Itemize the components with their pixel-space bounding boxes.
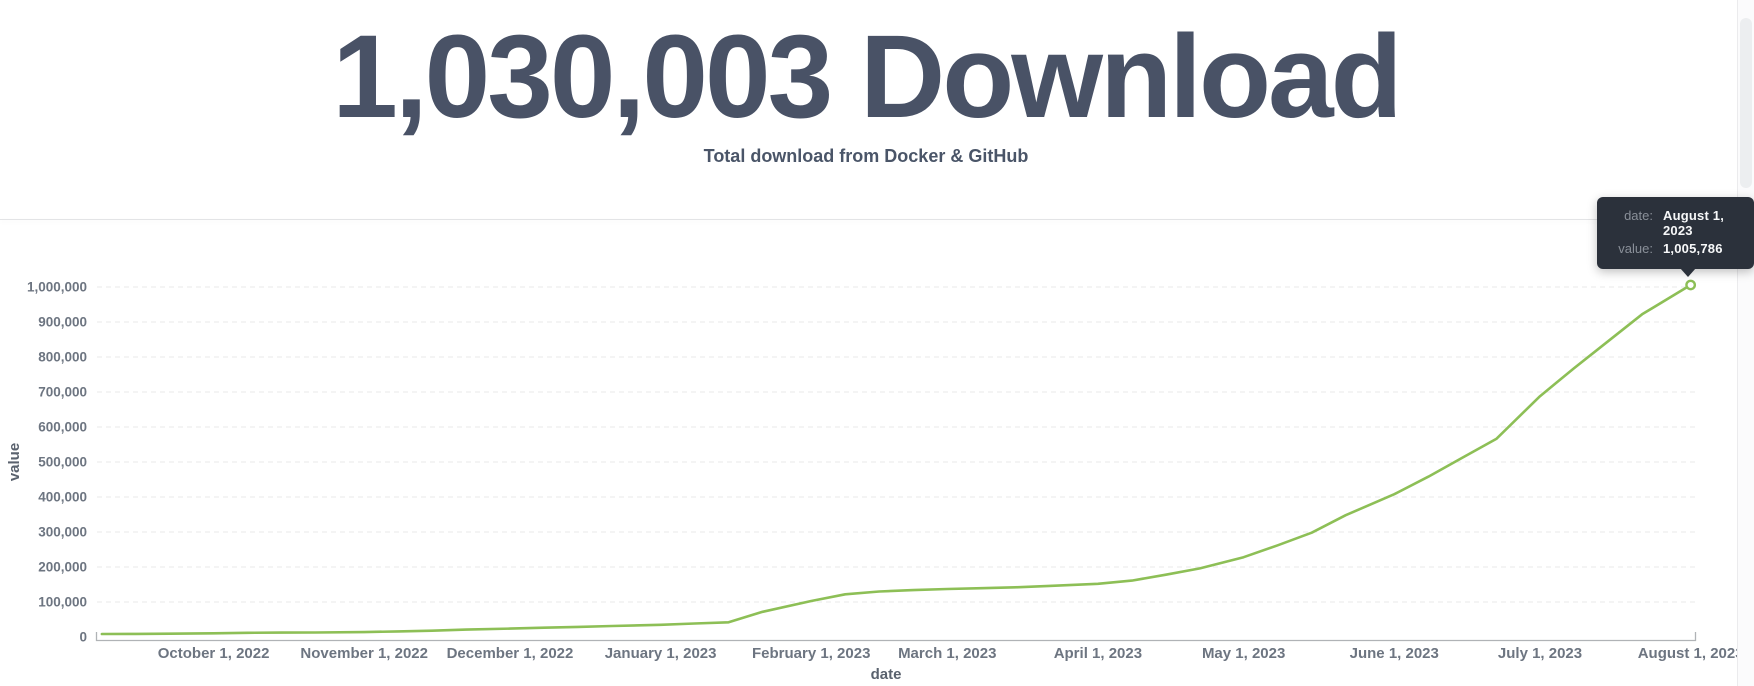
tooltip-date-row: date: August 1, 2023 [1607, 208, 1744, 238]
tooltip-date-value: August 1, 2023 [1663, 208, 1725, 238]
x-tick-label: June 1, 2023 [1350, 645, 1439, 662]
x-tick-label: November 1, 2022 [300, 645, 428, 662]
tooltip-caret-icon [1680, 268, 1696, 277]
downloads-line-series [100, 283, 1692, 636]
y-tick-label: 500,000 [38, 455, 87, 470]
x-tick-label: May 1, 2023 [1202, 645, 1285, 662]
value-tooltip: date: August 1, 2023 value: 1,005,786 [1597, 197, 1754, 277]
last-data-point-marker[interactable] [1685, 279, 1697, 291]
x-tick-label: December 1, 2022 [447, 645, 574, 662]
x-tick-label: July 1, 2023 [1498, 645, 1582, 662]
x-axis-line [95, 632, 1697, 642]
x-tick-label: February 1, 2023 [752, 645, 870, 662]
tooltip-value-value: 1,005,786 [1663, 241, 1723, 256]
y-tick-label: 300,000 [38, 525, 87, 540]
x-tick-label: January 1, 2023 [605, 645, 717, 662]
x-tick-label: August 1, 2023 [1638, 645, 1744, 662]
tooltip-value-label: value: [1618, 241, 1653, 256]
scrollbar-track[interactable] [1737, 0, 1754, 686]
x-axis-title: date [871, 666, 902, 683]
chart-subtitle: Total download from Docker & GitHub [703, 146, 1029, 166]
y-axis-title: value [6, 443, 23, 481]
y-tick-label: 800,000 [38, 350, 87, 365]
y-tick-label: 700,000 [38, 385, 87, 400]
x-tick-label: March 1, 2023 [898, 645, 996, 662]
header-divider [0, 219, 1754, 220]
y-tick-label: 900,000 [38, 315, 87, 330]
scrollbar-thumb[interactable] [1740, 18, 1752, 188]
total-downloads-title: 1,030,003 Download [332, 11, 1402, 143]
page-header: 1,030,003 Download Total download from D… [0, 0, 1754, 219]
y-tick-label: 400,000 [38, 490, 87, 505]
x-tick-label: October 1, 2022 [158, 645, 270, 662]
y-tick-label: 600,000 [38, 420, 87, 435]
y-tick-label: 200,000 [38, 560, 87, 575]
y-tick-label: 0 [79, 630, 87, 645]
y-tick-label: 1,000,000 [27, 280, 87, 295]
tooltip-value-row: value: 1,005,786 [1607, 241, 1744, 256]
y-tick-label: 100,000 [38, 595, 87, 610]
x-tick-label: April 1, 2023 [1054, 645, 1142, 662]
tooltip-date-label: date: [1624, 208, 1653, 223]
